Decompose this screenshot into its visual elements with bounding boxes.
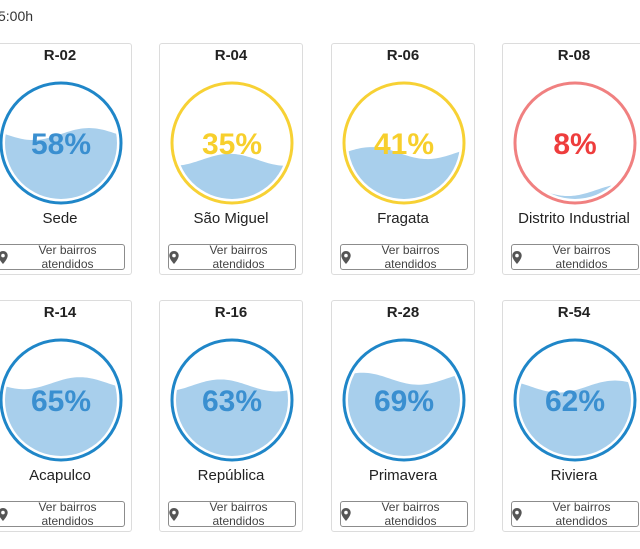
button-label: Ver bairros atendidos (552, 243, 611, 271)
view-neighborhoods-button[interactable]: Ver bairros atendidos (340, 500, 468, 528)
map-marker-icon (512, 250, 522, 264)
level-gauge: 58% (0, 79, 125, 207)
reservoir-card: R-04 35% São Miguel Ver bairros atendidos (159, 43, 303, 275)
reservoir-code: R-28 (386, 304, 420, 321)
gauge-ring (170, 81, 294, 205)
button-label: Ver bairros atendidos (38, 500, 97, 528)
map-marker-icon (169, 250, 179, 264)
level-gauge: 41% (340, 79, 468, 207)
view-neighborhoods-button[interactable]: Ver bairros atendidos (168, 243, 296, 271)
reservoir-card: R-02 58% Sede Ver bairros atendidos (0, 43, 132, 275)
gauge-ring (342, 81, 466, 205)
reservoir-code: R-54 (557, 304, 591, 321)
gauge-ring (513, 81, 637, 205)
reservoir-code: R-16 (214, 304, 248, 321)
water-level-fill (5, 377, 117, 456)
view-neighborhoods-button[interactable]: Ver bairros atendidos (168, 500, 296, 528)
reservoir-name: São Miguel (193, 210, 269, 227)
level-gauge: 63% (168, 336, 296, 464)
button-label: Ver bairros atendidos (209, 243, 268, 271)
reservoir-card: R-14 65% Acapulco Ver bairros atendidos (0, 300, 132, 532)
level-gauge: 69% (340, 336, 468, 464)
water-level-fill (519, 380, 631, 456)
reservoir-card: R-08 8% Distrito Industrial Ver bairros ate… (502, 43, 640, 275)
level-gauge: 65% (0, 336, 125, 464)
level-percent: 62% (545, 385, 605, 418)
gauge-ring (170, 338, 294, 462)
view-neighborhoods-button[interactable]: Ver bairros atendidos (0, 500, 125, 528)
reservoir-card: R-16 63% República Ver bairros atendidos (159, 300, 303, 532)
reservoir-name: Sede (42, 210, 78, 227)
button-label: Ver bairros atendidos (381, 500, 440, 528)
button-label: Ver bairros atendidos (381, 243, 440, 271)
reservoir-code: R-04 (214, 47, 248, 64)
water-level-fill (348, 372, 460, 456)
gauge-ring (342, 338, 466, 462)
gauge-ring (0, 81, 123, 205)
reservoir-card: R-54 62% Riviera Ver bairros atendidos (502, 300, 640, 532)
reservoir-card: R-06 41% Fragata Ver bairros atendidos (331, 43, 475, 275)
reservoir-name: Primavera (368, 467, 438, 484)
level-percent: 58% (31, 128, 91, 161)
view-neighborhoods-button[interactable]: Ver bairros atendidos (340, 243, 468, 271)
map-marker-icon (169, 507, 179, 521)
water-level-fill (176, 379, 288, 456)
gauge-ring (0, 338, 123, 462)
level-gauge: 35% (168, 79, 296, 207)
reservoir-name: República (197, 467, 265, 484)
reservoir-name: Fragata (377, 210, 429, 227)
level-percent: 8% (553, 128, 596, 161)
reservoir-card: R-28 69% Primavera Ver bairros atendidos (331, 300, 475, 532)
level-percent: 65% (31, 385, 91, 418)
update-time: 5:00h (0, 8, 34, 24)
level-gauge: 62% (511, 336, 639, 464)
map-marker-icon (0, 250, 8, 264)
reservoir-name: Acapulco (29, 467, 91, 484)
water-level-fill (5, 128, 117, 199)
level-percent: 41% (374, 128, 434, 161)
level-gauge: 8% (511, 79, 639, 207)
reservoir-code: R-06 (386, 47, 420, 64)
view-neighborhoods-button[interactable]: Ver bairros atendidos (511, 500, 639, 528)
map-marker-icon (0, 507, 8, 521)
map-marker-icon (341, 507, 351, 521)
reservoir-name: Riviera (550, 467, 598, 484)
level-percent: 63% (202, 385, 262, 418)
reservoir-code: R-14 (43, 304, 77, 321)
reservoir-code: R-02 (43, 47, 77, 64)
map-marker-icon (512, 507, 522, 521)
water-level-fill (176, 153, 288, 199)
map-marker-icon (341, 250, 351, 264)
reservoir-code: R-08 (557, 47, 591, 64)
water-level-fill (348, 147, 460, 199)
gauge-ring (513, 338, 637, 462)
reservoir-name: Distrito Industrial (518, 210, 630, 227)
level-percent: 69% (374, 385, 434, 418)
button-label: Ver bairros atendidos (552, 500, 611, 528)
button-label: Ver bairros atendidos (38, 243, 97, 271)
view-neighborhoods-button[interactable]: Ver bairros atendidos (0, 243, 125, 271)
level-percent: 35% (202, 128, 262, 161)
button-label: Ver bairros atendidos (209, 500, 268, 528)
view-neighborhoods-button[interactable]: Ver bairros atendidos (511, 243, 639, 271)
